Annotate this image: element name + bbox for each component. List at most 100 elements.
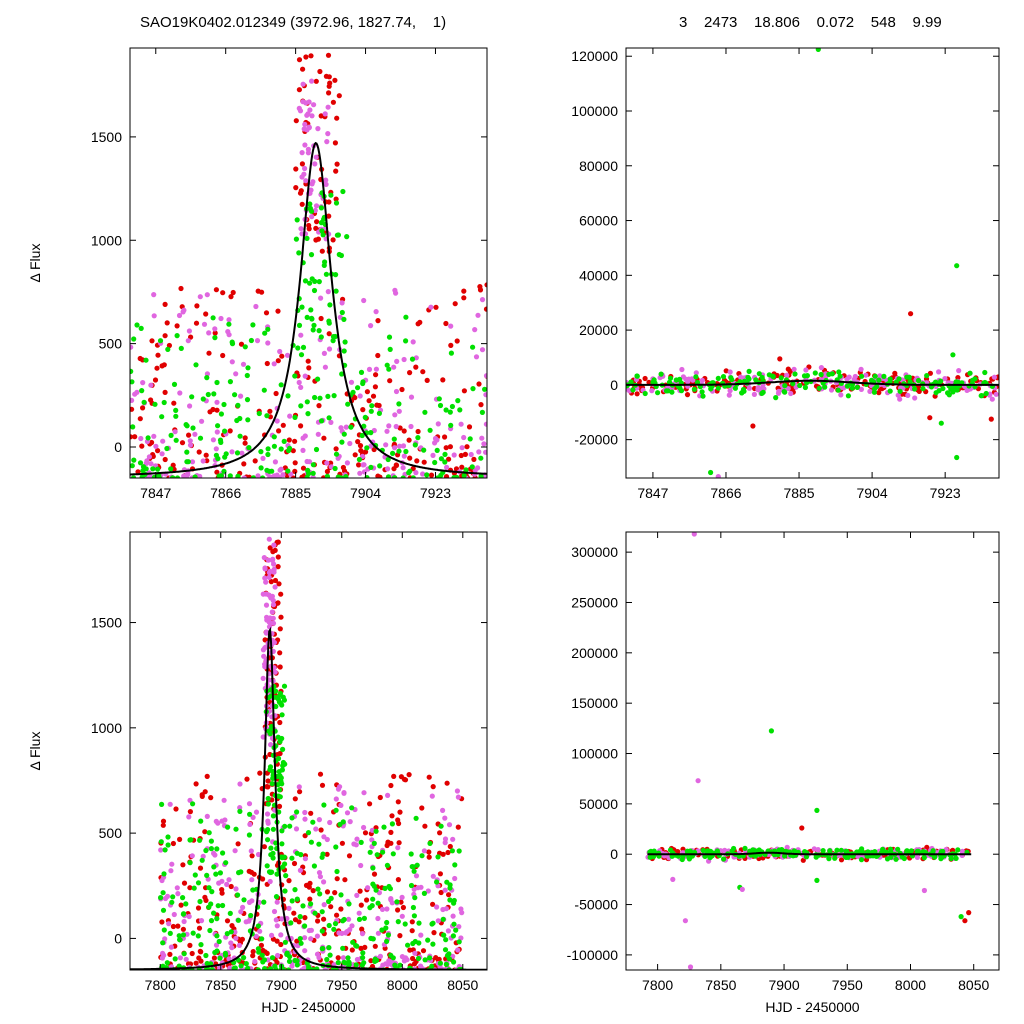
data-point (872, 373, 878, 379)
data-point (300, 447, 306, 453)
data-point (186, 432, 192, 438)
data-point (443, 407, 449, 413)
data-point (964, 387, 970, 393)
data-point (267, 731, 273, 737)
data-point (200, 396, 206, 402)
data-point (302, 948, 308, 954)
data-point (253, 303, 259, 310)
data-point (173, 413, 179, 419)
data-point (321, 902, 327, 908)
data-point (375, 473, 381, 478)
data-point (332, 890, 338, 896)
data-point (277, 690, 283, 697)
data-point (145, 435, 151, 441)
plot-frame (625, 531, 1000, 971)
data-point (859, 373, 865, 379)
data-point (171, 381, 178, 387)
data-point (193, 781, 199, 787)
data-point (212, 326, 218, 332)
data-point (827, 848, 833, 854)
data-point (290, 448, 296, 454)
data-point (293, 826, 300, 832)
data-point (330, 99, 336, 105)
data-point (220, 290, 226, 296)
data-point (342, 339, 348, 345)
data-point (385, 474, 392, 478)
data-point (273, 917, 279, 923)
data-point (715, 385, 721, 391)
data-point (206, 885, 212, 891)
data-point (373, 309, 379, 315)
data-point (308, 901, 314, 907)
data-point (430, 920, 436, 926)
data-point (307, 201, 313, 207)
data-point (252, 458, 258, 464)
data-point (390, 955, 396, 961)
data-point (399, 386, 405, 393)
data-point (399, 954, 405, 960)
data-point (199, 793, 205, 800)
data-point (173, 437, 179, 443)
data-point (784, 844, 790, 851)
data-point (130, 434, 134, 440)
data-point (375, 915, 381, 922)
data-point (420, 471, 426, 477)
data-point (897, 396, 903, 402)
data-point (430, 784, 436, 790)
data-point (325, 131, 331, 137)
data-point (454, 788, 460, 794)
data-point (360, 453, 366, 459)
plot-frame (129, 531, 488, 971)
data-point (313, 154, 319, 160)
data-point (446, 822, 453, 828)
data-point (281, 683, 288, 689)
data-point (312, 394, 318, 401)
data-point (338, 802, 344, 809)
data-point (198, 918, 205, 924)
data-point (446, 951, 452, 957)
data-point (324, 473, 330, 478)
data-point (306, 927, 312, 934)
data-point (316, 955, 322, 961)
data-point (287, 445, 293, 451)
data-point (785, 366, 791, 372)
data-point (254, 338, 261, 344)
data-point (268, 845, 274, 851)
x-tick-label: 7850 (205, 977, 236, 993)
data-point (362, 414, 368, 420)
data-point (482, 386, 487, 392)
data-point (167, 930, 173, 937)
data-point (293, 118, 299, 124)
data-point (335, 955, 341, 961)
data-point (407, 947, 413, 953)
data-point (408, 394, 415, 400)
model-curve (626, 379, 999, 386)
data-point (272, 963, 278, 969)
data-point (348, 424, 354, 430)
data-point (307, 107, 313, 113)
data-point (727, 388, 733, 394)
data-point (275, 308, 281, 314)
data-point (131, 457, 137, 463)
data-point (920, 386, 926, 392)
data-point (393, 388, 400, 395)
data-point (411, 868, 417, 874)
data-point (266, 468, 273, 474)
data-point (372, 943, 378, 949)
data-point (356, 456, 362, 463)
data-point (297, 789, 303, 795)
data-point (154, 365, 160, 371)
data-point (634, 391, 640, 397)
data-point (313, 203, 320, 209)
data-point (159, 919, 165, 925)
data-point (168, 944, 174, 950)
data-point (208, 795, 214, 801)
data-point (327, 952, 333, 958)
data-point (259, 952, 265, 958)
data-point (242, 440, 248, 446)
data-point (954, 454, 960, 461)
y-tick-label: 0 (114, 930, 122, 946)
data-point (447, 409, 453, 415)
data-point (278, 932, 284, 938)
data-point (298, 384, 304, 390)
